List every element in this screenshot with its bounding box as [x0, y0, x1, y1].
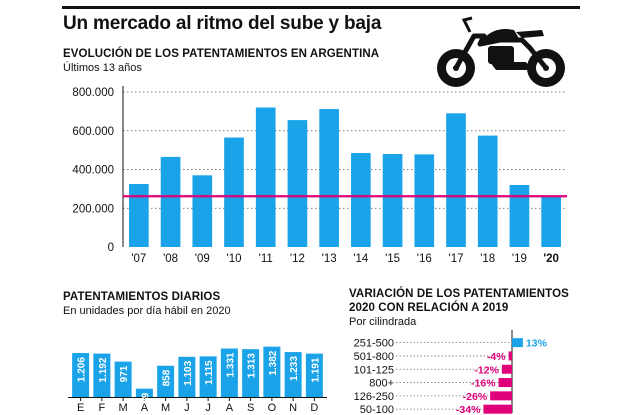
bar: [414, 154, 435, 247]
x-tick-label: '10: [227, 253, 242, 265]
y-tick-label: 200.000: [72, 203, 114, 215]
y-tick-label: 400.000: [72, 165, 114, 177]
x-tick-label: '14: [353, 253, 369, 265]
bar: [224, 137, 244, 247]
x-tick-label: '12: [290, 253, 305, 265]
x-tick-label: '11: [259, 253, 273, 265]
x-tick-label: '16: [417, 253, 432, 265]
bar: [319, 109, 339, 247]
x-tick-label: '09: [195, 253, 210, 265]
daily-chart-title: PATENTAMIENTOS DIARIOS: [63, 291, 221, 303]
annual-chart-title: EVOLUCIÓN DE LOS PATENTAMIENTOS EN ARGEN…: [63, 48, 380, 60]
bar: [446, 113, 466, 247]
bar: [509, 185, 530, 247]
bar: [287, 120, 308, 247]
bar: [192, 175, 213, 247]
bar: [477, 135, 498, 247]
bar: [160, 156, 181, 247]
bar: [351, 153, 371, 247]
headline: Un mercado al ritmo del sube y baja: [63, 13, 382, 34]
y-tick-label: 800.000: [72, 87, 114, 99]
daily-chart-subtitle: En unidades por día hábil en 2020: [63, 305, 231, 317]
variation-chart-subtitle: Por cilindrada: [349, 316, 417, 328]
bar: [255, 107, 276, 247]
x-tick-label: '20: [543, 253, 559, 265]
annual-chart-subtitle: Últimos 13 años: [63, 62, 142, 74]
variation-chart-title-line2: 2020 CON RELACIÓN A 2019: [349, 302, 509, 314]
x-tick-label: '19: [512, 253, 527, 265]
x-tick-label: '18: [480, 253, 495, 265]
motorcycle-icon: [430, 10, 570, 97]
x-tick-label: '07: [131, 253, 146, 265]
bar: [129, 184, 149, 247]
variation-chart-title-line1: VARIACIÓN DE LOS PATENTAMIENTOS: [349, 288, 569, 300]
x-tick-label: '08: [163, 253, 178, 265]
y-tick-label: 600.000: [72, 126, 114, 138]
x-tick-label: '17: [449, 253, 464, 265]
bar: [382, 154, 403, 247]
top-rule: [62, 6, 580, 9]
bar: [541, 196, 561, 247]
y-tick-label: 0: [108, 242, 114, 254]
x-tick-label: '15: [385, 253, 400, 265]
x-tick-label: '13: [322, 253, 337, 265]
